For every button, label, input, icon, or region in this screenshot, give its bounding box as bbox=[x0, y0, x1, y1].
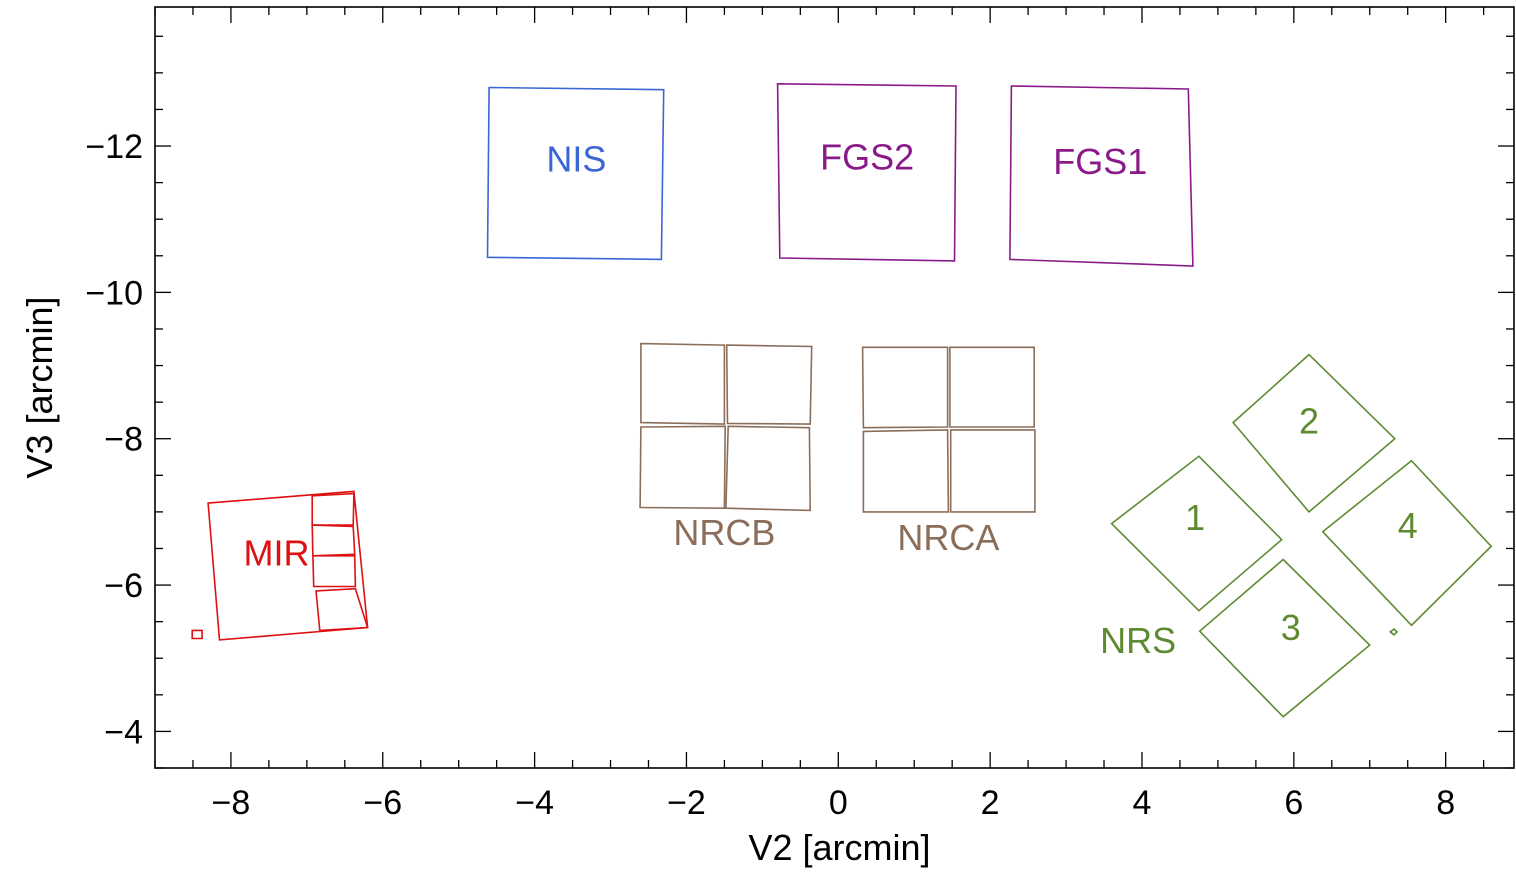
x-tick-label: 0 bbox=[829, 784, 848, 822]
nrcb-aperture-3 bbox=[639, 425, 727, 510]
x-axis-title: V2 [arcmin] bbox=[748, 827, 930, 868]
axes-frame: −8 −6 −4 −2 0 2 4 6 8 −12 −10 −8 −6 −4 bbox=[85, 6, 1515, 822]
y-tick-label: −8 bbox=[104, 421, 143, 459]
y-axis-title: V3 [arcmin] bbox=[19, 296, 60, 478]
fgs1-label: FGS1 bbox=[1053, 141, 1147, 182]
mir-aperture-5 bbox=[315, 587, 369, 632]
instrument-fgs1: FGS1 bbox=[1009, 85, 1194, 267]
y-axis-ticks: −12 −10 −8 −6 −4 bbox=[85, 35, 1514, 769]
instrument-nis: NIS bbox=[486, 86, 665, 261]
instrument-fgs2: FGS2 bbox=[776, 82, 957, 262]
nrs-label: 3 bbox=[1281, 607, 1301, 648]
nrs-aperture-5 bbox=[1388, 627, 1399, 636]
nrs-label: NRS bbox=[1100, 620, 1176, 661]
apertures-layer: NIS FGS2 FGS1 NRCB NRCA MIR 2 1 4 3 NRS bbox=[191, 82, 1493, 718]
nis-label: NIS bbox=[546, 139, 606, 180]
instrument-nrca: NRCA bbox=[861, 346, 1036, 558]
nrca-aperture-1 bbox=[861, 346, 949, 429]
nrca-aperture-4 bbox=[949, 429, 1036, 513]
nrs-label: 4 bbox=[1398, 505, 1418, 546]
y-tick-label: −10 bbox=[85, 274, 143, 312]
mir-aperture-2 bbox=[311, 492, 355, 526]
instrument-mir: MIR bbox=[191, 490, 369, 641]
x-tick-label: −2 bbox=[667, 784, 706, 822]
nrs-aperture-2 bbox=[1110, 455, 1283, 612]
nis-aperture-1 bbox=[486, 86, 665, 261]
nrs-label: 1 bbox=[1185, 497, 1205, 538]
nrs-label: 2 bbox=[1299, 401, 1319, 442]
nrcb-aperture-1 bbox=[640, 342, 726, 425]
nrs-aperture-1 bbox=[1231, 353, 1396, 514]
nrca-aperture-3 bbox=[862, 429, 950, 513]
instrument-nrs: 2 1 4 3 NRS bbox=[1100, 353, 1493, 718]
nrcb-label: NRCB bbox=[673, 512, 775, 553]
x-tick-label: 8 bbox=[1436, 784, 1455, 822]
nrs-aperture-4 bbox=[1198, 558, 1371, 718]
nrca-aperture-2 bbox=[949, 346, 1035, 428]
x-tick-label: 6 bbox=[1284, 784, 1303, 822]
fgs2-aperture-1 bbox=[776, 82, 957, 262]
x-tick-label: −4 bbox=[515, 784, 554, 822]
fgs2-label: FGS2 bbox=[820, 136, 914, 177]
y-tick-label: −12 bbox=[85, 128, 143, 166]
nrca-label: NRCA bbox=[897, 517, 999, 558]
mir-aperture-6 bbox=[191, 629, 203, 640]
mir-label: MIR bbox=[243, 532, 309, 573]
y-tick-label: −6 bbox=[104, 567, 143, 605]
x-axis-ticks: −8 −6 −4 −2 0 2 4 6 8 bbox=[154, 7, 1485, 822]
x-tick-label: −8 bbox=[212, 784, 251, 822]
mir-aperture-4 bbox=[312, 554, 357, 588]
nrcb-aperture-2 bbox=[725, 344, 813, 425]
instrument-nrcb: NRCB bbox=[639, 342, 813, 553]
mir-aperture-3 bbox=[311, 524, 356, 557]
x-tick-label: 2 bbox=[981, 784, 1000, 822]
plot-frame bbox=[154, 6, 1515, 769]
y-tick-label: −4 bbox=[104, 713, 143, 751]
nrcb-aperture-4 bbox=[725, 425, 812, 512]
x-tick-label: 4 bbox=[1133, 784, 1152, 822]
nrs-aperture-3 bbox=[1321, 459, 1493, 627]
x-tick-label: −6 bbox=[363, 784, 402, 822]
fgs1-aperture-1 bbox=[1009, 85, 1194, 267]
